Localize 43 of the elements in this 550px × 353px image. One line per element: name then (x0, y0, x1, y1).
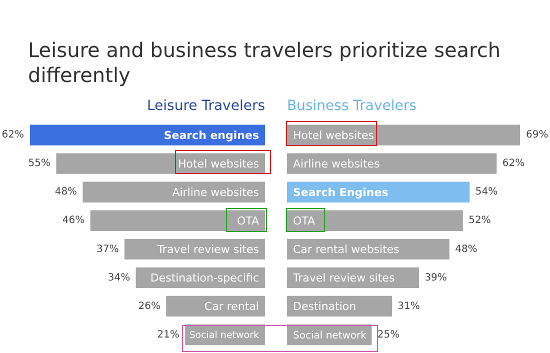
category-label: Destination (293, 300, 356, 314)
data-label: 48% (455, 244, 478, 255)
data-label: 39% (424, 272, 447, 284)
category-label: OTA (236, 214, 259, 228)
category-label: Airline websites (293, 157, 380, 170)
bar (287, 210, 463, 231)
data-label: 55% (28, 158, 51, 170)
data-label: 48% (54, 186, 78, 198)
category-label: Social network (293, 330, 366, 342)
category-label: Search Engines (293, 186, 388, 199)
category-label: Car rental (204, 300, 259, 314)
data-label: 52% (468, 215, 491, 226)
category-label: Destination-specific (150, 272, 259, 285)
bar (166, 296, 265, 317)
data-label: 46% (62, 215, 85, 226)
chart-title: Leisure Travelers (146, 98, 265, 114)
data-label: 62% (502, 158, 525, 170)
text: Leisure and business travelers prioritize search differently (28, 38, 502, 88)
data-label: 69% (526, 130, 548, 141)
category-label: Travel review sites (157, 243, 259, 256)
category-label: Social network (189, 330, 259, 342)
category-label: Travel review sites (293, 272, 395, 285)
bar (287, 124, 520, 146)
data-label: 21% (157, 329, 180, 340)
chart-title: Business Travelers (287, 98, 416, 114)
category-label: Hotel websites (293, 128, 374, 142)
bar (56, 153, 265, 174)
data-label: 31% (398, 300, 420, 312)
bar (30, 124, 265, 146)
data-label: 37% (96, 244, 119, 255)
bar (287, 153, 497, 174)
category-label: OTA (293, 214, 316, 228)
data-label: 25% (377, 329, 400, 340)
category-label: Car rental websites (293, 243, 400, 256)
data-label: 62% (2, 130, 24, 141)
data-label: 26% (138, 300, 160, 312)
category-label: Search engines (164, 128, 259, 142)
category-label: Hotel websites (178, 157, 259, 170)
bar (82, 182, 265, 202)
data-label: 34% (108, 272, 130, 284)
data-label: 54% (475, 186, 498, 198)
category-label: Airline websites (172, 186, 259, 199)
bar (90, 210, 265, 231)
